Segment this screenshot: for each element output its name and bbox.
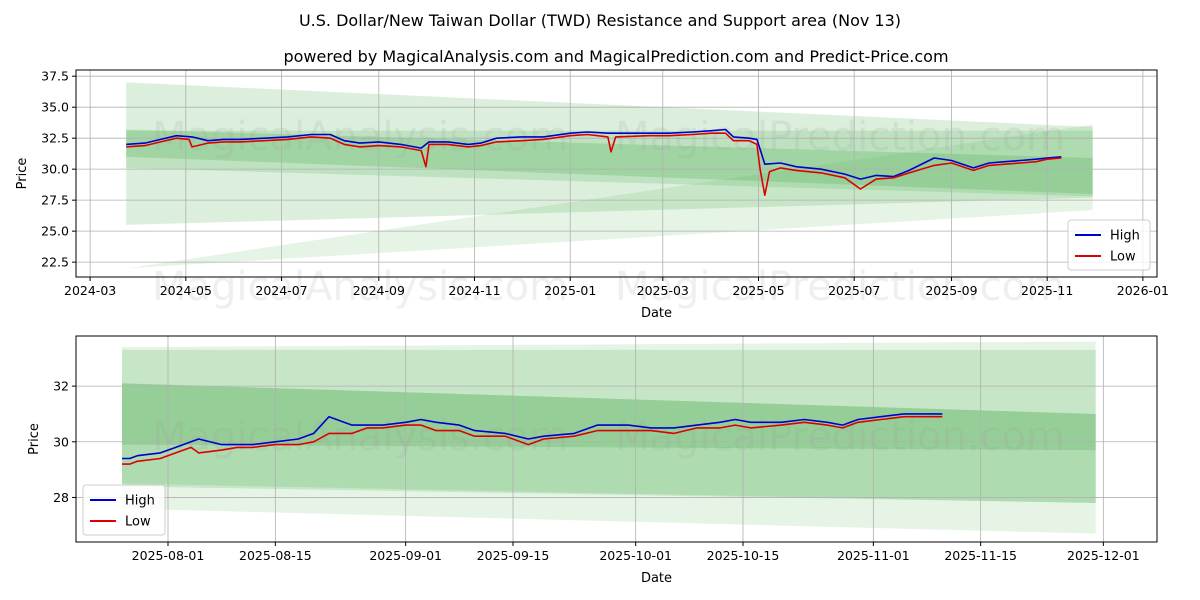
x-tick-label: 2024-11	[448, 283, 500, 298]
y-tick-label: 22.5	[41, 255, 69, 270]
x-tick-label: 2025-11-01	[837, 548, 910, 563]
x-tick-label: 2025-08-15	[239, 548, 312, 563]
band-core	[122, 383, 1096, 451]
x-axis-label: Date	[641, 306, 672, 321]
legend-box	[1067, 219, 1151, 271]
legend: High Low	[1067, 219, 1151, 271]
watermark-left-lower: MagicalAnalysis.com	[152, 264, 568, 310]
panel-bottom: MagicalAnalysis.com MagicalPrediction.co…	[27, 335, 1158, 586]
series-low-line	[126, 132, 1062, 196]
plot-frame	[75, 69, 1158, 278]
legend-label-high: High	[125, 494, 155, 509]
x-tick-label: 2025-12-01	[1067, 548, 1140, 563]
x-tick-label: 2025-03	[637, 283, 689, 298]
series-layer	[126, 128, 1062, 196]
x-tick-label: 2025-08-01	[132, 548, 205, 563]
watermark-right: MagicalPrediction.com	[615, 114, 1065, 160]
panel-top: MagicalAnalysis.com MagicalPrediction.co…	[15, 69, 1169, 321]
series-low-line	[122, 415, 943, 465]
legend-box	[82, 484, 166, 536]
tick-layer: 2025-08-01 2025-08-15 2025-09-01 2025-09-15…	[53, 379, 1140, 563]
band-outer	[122, 341, 1096, 534]
x-tick-label: 2024-03	[64, 283, 116, 298]
x-tick-label: 2024-09	[353, 283, 405, 298]
band-layer	[126, 82, 1093, 269]
band-mid	[122, 383, 1096, 504]
x-tick-label: 2025-05	[732, 283, 784, 298]
x-tick-label: 2025-10-01	[599, 548, 672, 563]
band-wide	[122, 349, 1096, 504]
chart-title: U.S. Dollar/New Taiwan Dollar (TWD) Resi…	[299, 11, 901, 30]
grid-layer	[76, 336, 1157, 542]
y-tick-label: 30	[53, 434, 69, 449]
series-layer	[122, 413, 943, 465]
x-axis-label: Date	[641, 571, 672, 586]
watermark-right: MagicalPrediction.com	[615, 414, 1065, 460]
x-tick-label: 2025-10-15	[707, 548, 780, 563]
band-outer	[126, 124, 1093, 269]
y-tick-label: 25.0	[41, 224, 69, 239]
y-tick-label: 32.5	[41, 131, 69, 146]
legend-label-low: Low	[1110, 250, 1136, 265]
x-tick-label: 2025-09-15	[477, 548, 550, 563]
x-tick-label: 2026-01	[1117, 283, 1169, 298]
x-tick-label: 2024-05	[160, 283, 212, 298]
band-wide	[126, 82, 1093, 225]
series-high-line	[126, 128, 1062, 180]
y-axis-label: Price	[27, 423, 42, 455]
y-tick-label: 35.0	[41, 100, 69, 115]
y-axis-label: Price	[15, 158, 30, 190]
y-tick-label: 32	[53, 379, 69, 394]
series-high-line	[122, 413, 943, 460]
plot-frame	[75, 335, 1158, 543]
y-tick-label: 27.5	[41, 193, 69, 208]
x-tick-label: 2025-11-15	[944, 548, 1017, 563]
legend: High Low	[82, 484, 166, 536]
x-tick-label: 2024-07	[255, 283, 307, 298]
x-tick-label: 2025-09-01	[369, 548, 442, 563]
x-tick-label: 2025-07	[828, 283, 880, 298]
chart-subtitle: powered by MagicalAnalysis.com and Magic…	[283, 47, 948, 66]
y-tick-label: 30.0	[41, 162, 69, 177]
y-tick-label: 28	[53, 490, 69, 505]
watermark-layer: MagicalAnalysis.com MagicalPrediction.co…	[152, 114, 1065, 310]
legend-label-high: High	[1110, 229, 1140, 244]
band-layer	[122, 341, 1096, 534]
x-tick-label: 2025-01	[544, 283, 596, 298]
y-tick-label: 37.5	[41, 69, 69, 84]
watermark-left: MagicalAnalysis.com	[152, 114, 568, 160]
tick-layer: 2024-03 2024-05 2024-07 2024-09 2024-11 2025-…	[41, 69, 1169, 298]
legend-label-low: Low	[125, 515, 151, 530]
grid-layer	[76, 70, 1157, 277]
x-tick-label: 2025-11	[1021, 283, 1073, 298]
watermark-right-lower: MagicalPrediction.com	[615, 264, 1065, 310]
x-tick-label: 2025-09	[925, 283, 977, 298]
